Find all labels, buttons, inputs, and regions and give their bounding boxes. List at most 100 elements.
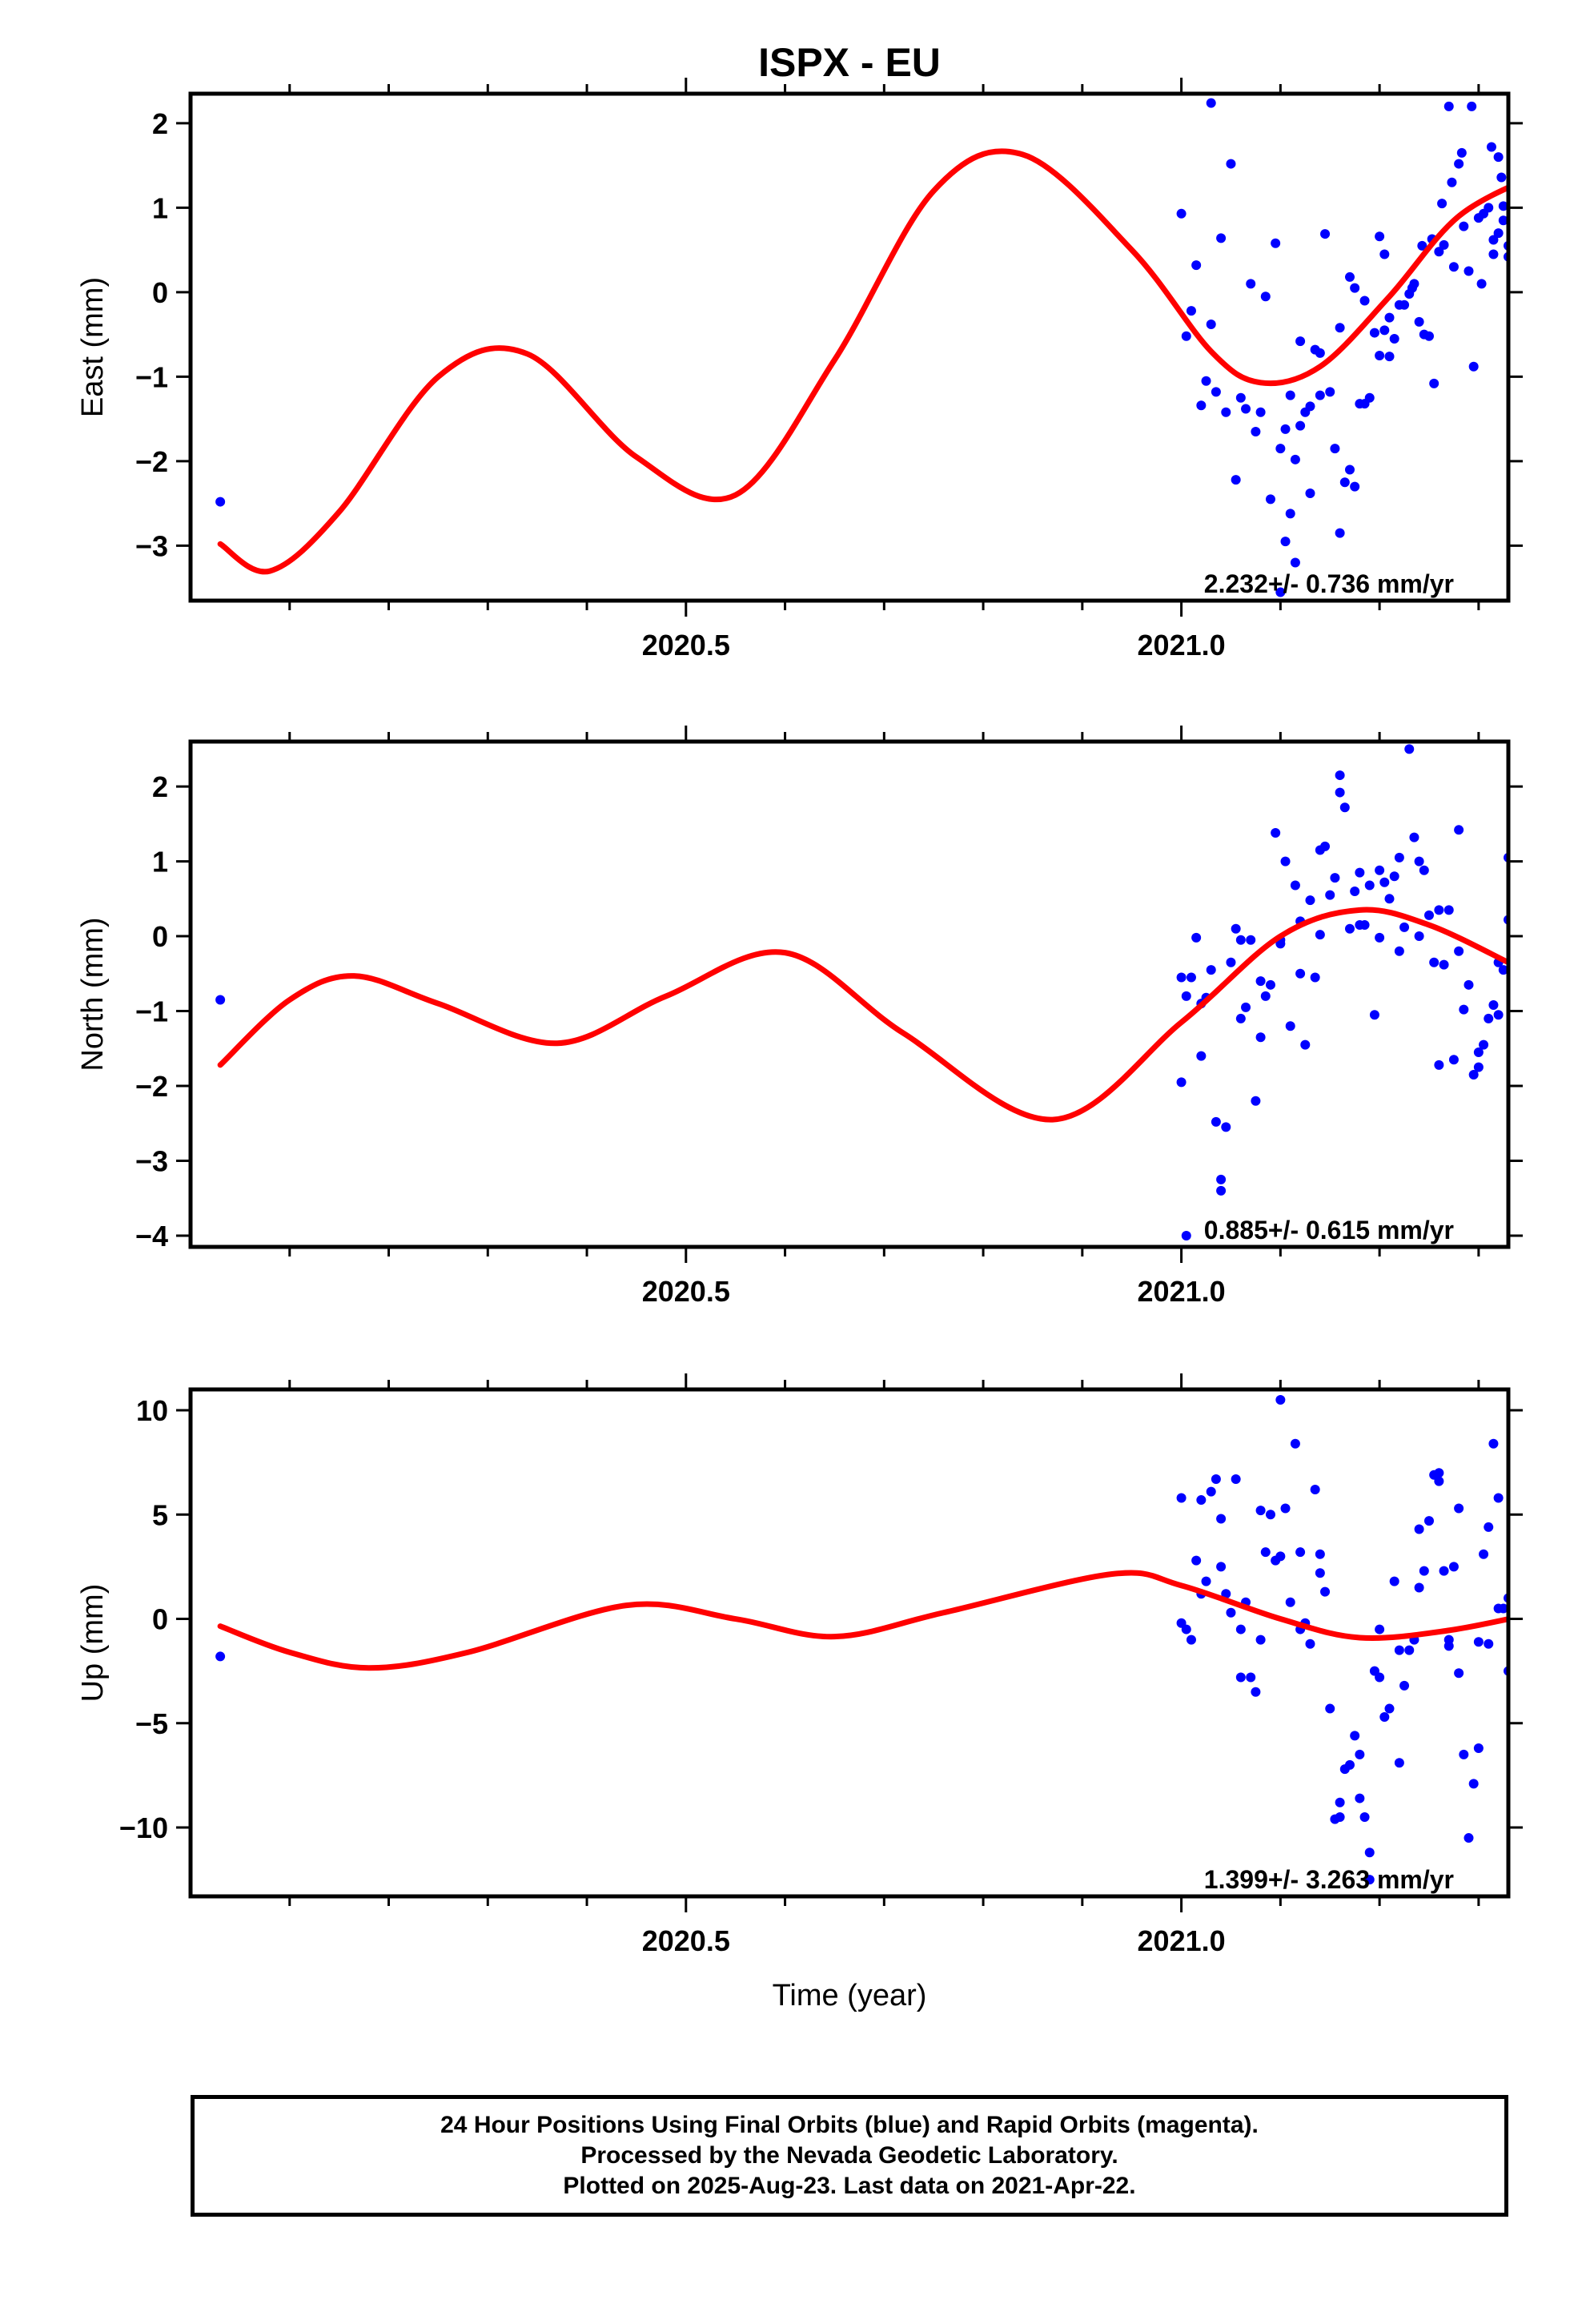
data-point [1196,400,1207,411]
y-axis-label: East (mm) [76,277,110,417]
data-point [1532,207,1541,217]
data-point [1344,923,1355,934]
data-point [215,1651,226,1662]
caption-line-3: Plotted on 2025-Aug-23. Last data on 202… [563,2173,1136,2199]
data-point [1536,940,1545,950]
panel-2: 2020.5 2021.0 −4 −3 −2 −1 0 1 2 North (mm) 0.885+/… [76,726,1545,1308]
data-point [1290,880,1300,891]
data-point [1519,900,1528,910]
data-point [1447,177,1457,187]
data-point [1369,328,1379,338]
data-point [1464,266,1474,276]
x-tick-label: 2020.5 [642,1924,730,1957]
data-point [1394,946,1404,956]
data-point [1454,946,1464,956]
data-point [1434,1059,1444,1070]
data-point [1339,477,1350,488]
data-point [1399,1680,1410,1691]
plot-frame [188,91,1511,603]
y-axis-label: Up (mm) [76,1584,110,1703]
data-point [1498,215,1508,226]
data-point [1454,159,1464,169]
data-point [1473,1062,1484,1072]
data-point [1241,1002,1251,1012]
y-tick-label: −3 [135,1144,168,1177]
data-point [1513,913,1523,923]
data-point [1359,1812,1370,1823]
data-point [1221,407,1231,417]
data-point [1344,464,1355,475]
data-point [1437,199,1447,209]
data-point [1454,825,1464,835]
data-point [1201,376,1211,386]
y-axis-label: North (mm) [76,917,110,1071]
data-point [1364,1875,1375,1885]
data-point [1255,1506,1266,1516]
caption-line-2: Processed by the Nevada Geodetic Laborat… [580,2142,1118,2169]
y-tick-label: 0 [152,920,168,953]
y-tick-label: 5 [152,1498,168,1531]
data-point [1255,1634,1266,1645]
data-point [1379,1711,1390,1722]
data-point [1384,894,1395,904]
data-point [1325,890,1335,900]
data-point [1290,557,1300,568]
data-point [1285,390,1295,400]
data-point [1350,1731,1360,1741]
data-point [1216,1562,1227,1572]
panel-3: 2020.5 2021.0 −10 −5 0 5 10 Up (mm) Time (year) 1… [76,1373,1545,2012]
data-point [1528,1646,1538,1655]
data-point [1519,1556,1528,1566]
data-point [1493,1493,1504,1503]
data-point [1359,920,1370,931]
data-point [215,497,226,507]
data-point [1394,1645,1404,1655]
caption-line-1: 24 Hour Positions Using Final Orbits (bl… [440,2112,1259,2138]
data-point [1525,1729,1535,1739]
data-point [1364,880,1375,891]
data-point [1484,1522,1494,1532]
data-point [1375,932,1385,943]
data-point [1181,991,1191,1001]
data-point [1344,271,1355,282]
data-point [1315,845,1325,855]
data-point [1206,1486,1216,1497]
data-point [1216,233,1227,243]
data-point [1320,1586,1331,1597]
data-point [1260,292,1271,302]
data-point [1443,101,1454,111]
data-point [1434,247,1444,257]
data-point [1350,481,1360,492]
data-point [1434,1468,1444,1478]
data-point [1221,1589,1231,1599]
data-point [1255,1032,1266,1043]
data-point [1536,1566,1545,1576]
data-point [1315,348,1325,358]
data-point [1241,404,1251,414]
data-point [1275,444,1286,454]
data-point [1216,1174,1227,1184]
data-point [1524,930,1533,939]
data-point [1260,991,1271,1001]
data-point [1335,528,1345,538]
y-tick-label: −2 [135,1070,168,1103]
rate-annotation: 2.232+/- 0.736 mm/yr [1204,569,1454,598]
data-point [1290,454,1300,464]
y-tick-label: −3 [135,529,168,562]
data-point [1484,1638,1494,1649]
data-point [1206,320,1216,330]
data-point [1524,1768,1533,1778]
data-point [1231,1474,1241,1485]
data-point [1464,1833,1474,1844]
y-tick-label: 0 [152,276,168,309]
data-point [1300,1039,1311,1050]
data-point [215,995,226,1005]
data-point [1315,930,1325,940]
y-tick-label: −4 [135,1220,168,1252]
data-point [1251,1096,1261,1106]
data-point [1414,316,1424,327]
data-point [1473,1047,1484,1057]
data-point [1434,1476,1444,1486]
data-point [1456,147,1467,158]
data-point [1513,1539,1523,1549]
